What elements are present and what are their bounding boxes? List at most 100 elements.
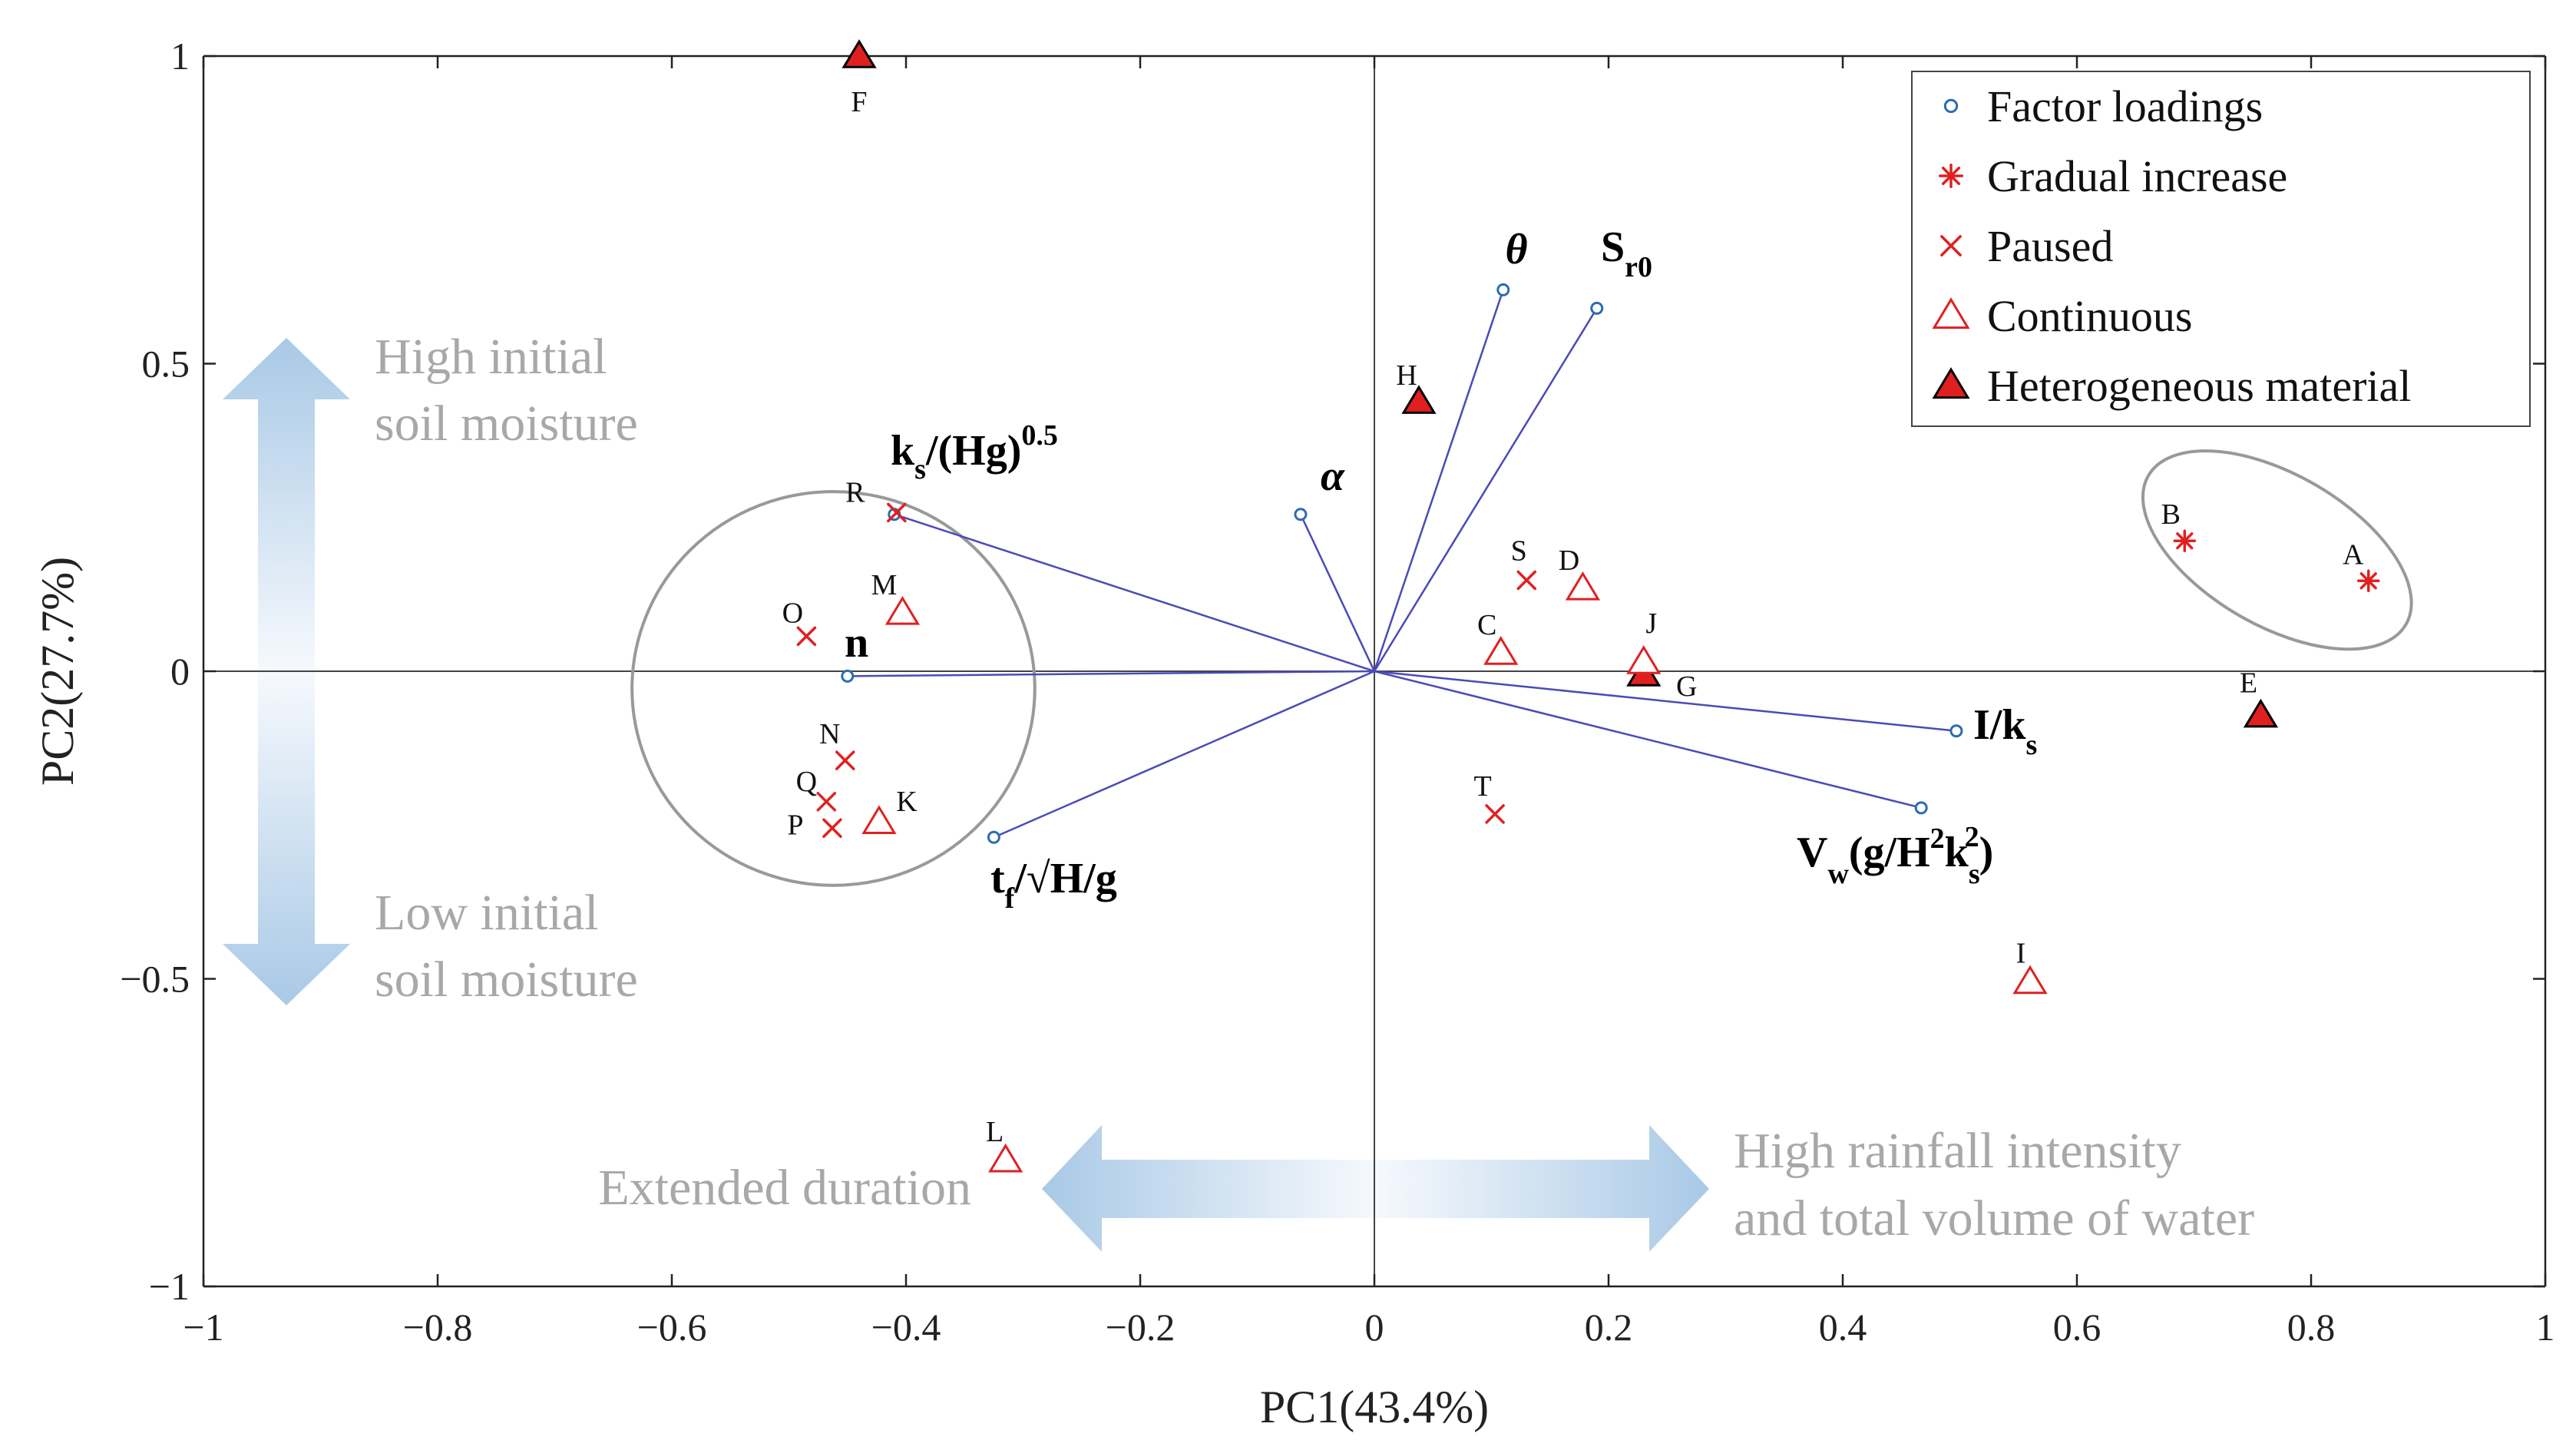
- legend: Factor loadings Gradual increase Paused Con…: [1911, 71, 2531, 427]
- loading-vector-: [1299, 514, 1376, 672]
- sample-label-e: E: [2240, 667, 2257, 700]
- legend-marker-gradual-increase-stroke: [1941, 166, 1961, 186]
- sample-label-l: L: [986, 1116, 1004, 1148]
- sample-label-k: K: [896, 786, 918, 818]
- sample-marker-b-stroke: [2176, 532, 2194, 550]
- sample-marker-c: [1483, 636, 1519, 665]
- legend-marker-paused-stroke: [1940, 235, 1962, 257]
- sample-label-r: R: [845, 476, 865, 508]
- loading-point-: [1294, 508, 1308, 521]
- sample-marker-l: [988, 1143, 1023, 1173]
- loading-point-vw-g-h2ks2: [1914, 801, 1928, 815]
- sample-points: A B C D E F G H I J K L M N O PQ R S T: [782, 39, 2380, 1173]
- y-tick-label: −1: [149, 1265, 190, 1308]
- x-tick-label: 0: [1365, 1306, 1384, 1349]
- duration-intensity-arrow: [1042, 1125, 1709, 1252]
- loading-point-n: [841, 669, 855, 683]
- sample-label-s: S: [1511, 535, 1527, 567]
- cluster-right-group: [2141, 449, 2413, 651]
- sample-label-t: T: [1473, 770, 1491, 803]
- label-vw-end: ): [1979, 829, 1994, 876]
- sample-label-p: P: [787, 809, 803, 841]
- label-iks-main: I/k: [1973, 701, 2026, 749]
- label-tf-main: t: [990, 855, 1005, 902]
- loading-vector-i-ks: [1374, 670, 1957, 732]
- label-tf: tf/√H/g: [990, 855, 1117, 915]
- y-tick-label: 0.5: [142, 343, 190, 386]
- y-axis-ticks: −1 −0.5 0 0.5 1: [120, 35, 2545, 1308]
- sample-marker-d: [1565, 571, 1601, 601]
- sample-marker-j: [1626, 645, 1662, 674]
- label-vw-sup2: 2: [1965, 821, 1979, 853]
- legend-label-factor-loadings: Factor loadings: [1987, 81, 2263, 131]
- cluster-left-group: [630, 490, 1037, 887]
- label-n: n: [845, 619, 868, 667]
- sample-marker-f: [842, 39, 877, 68]
- annot-extended-duration: Extended duration: [598, 1160, 971, 1216]
- x-tick-label: 0.2: [1585, 1306, 1633, 1349]
- sample-marker-q: [816, 792, 837, 812]
- label-ks-sub: s: [914, 453, 926, 485]
- sample-marker-m: [885, 595, 921, 625]
- sample-marker-q-stroke: [816, 792, 837, 812]
- label-vw-sub2: s: [1969, 858, 1980, 890]
- annot-high-moisture-line2: soil moisture: [375, 396, 638, 452]
- sample-label-d: D: [1559, 545, 1579, 577]
- label-sr0: Sr0: [1601, 223, 1652, 283]
- sample-marker-e: [2243, 698, 2279, 728]
- legend-label-heterogeneous-material: Heterogeneous material: [1987, 361, 2411, 411]
- x-tick-label: −0.6: [637, 1306, 707, 1349]
- x-tick-label: 1: [2536, 1306, 2555, 1349]
- sample-marker-p: [822, 818, 842, 839]
- label-ks-mid: /(Hg): [925, 427, 1021, 475]
- annot-low-moisture-line1: Low initial: [375, 885, 598, 941]
- x-tick-label: 0.8: [2287, 1306, 2336, 1349]
- factor-loadings: [841, 283, 1963, 844]
- legend-marker-heterogeneous-material: [1932, 367, 1970, 399]
- sample-marker-n: [835, 750, 855, 770]
- sample-marker-o-stroke: [796, 626, 817, 647]
- x-tick-label: 0.4: [1819, 1306, 1867, 1349]
- sample-label-h: H: [1396, 359, 1417, 392]
- sample-marker-h: [1401, 385, 1437, 414]
- loading-vector-n: [847, 670, 1375, 677]
- sample-label-i: I: [2016, 938, 2026, 970]
- label-vw-k: k: [1945, 829, 1969, 876]
- loading-point-: [1496, 283, 1510, 296]
- label-sr0-sub: r0: [1625, 251, 1652, 283]
- sample-marker-s-stroke: [1516, 570, 1536, 591]
- legend-label-continuous: Continuous: [1987, 291, 2193, 341]
- legend-marker-gradual-increase: [1938, 163, 1964, 189]
- sample-label-g: G: [1676, 670, 1697, 703]
- sample-marker-i: [2012, 965, 2048, 995]
- sample-label-a: A: [2343, 538, 2364, 571]
- loading-labels: θ Sr0 α ks/(Hg)0.5 n tf/√H/g I/ks Vw(g/H…: [845, 223, 2037, 915]
- x-tick-label: 0.6: [2053, 1306, 2101, 1349]
- label-ks-hg: ks/(Hg)0.5: [891, 419, 1058, 485]
- label-ks-sup: 0.5: [1021, 419, 1058, 452]
- loading-vector-tf-h-g: [993, 670, 1375, 839]
- x-axis-title: PC1(43.4%): [1260, 1382, 1489, 1432]
- sample-marker-a: [2356, 569, 2380, 593]
- legend-label-gradual-increase: Gradual increase: [1987, 151, 2287, 201]
- x-tick-label: −1: [183, 1306, 223, 1349]
- loading-point-tf-h-g: [987, 830, 1000, 844]
- legend-box: [1911, 71, 2531, 427]
- y-tick-label: 0: [170, 650, 190, 693]
- label-alpha: α: [1321, 452, 1345, 500]
- sample-marker-p-stroke: [822, 818, 842, 839]
- label-sr0-main: S: [1601, 223, 1625, 271]
- label-vw: Vw(g/H2ks2): [1797, 821, 1993, 890]
- annot-high-intensity-line1: High rainfall intensity: [1734, 1123, 2181, 1179]
- x-tick-label: −0.8: [403, 1306, 473, 1349]
- loading-vector-vw-g-h2ks2: [1374, 670, 1922, 809]
- loading-vector-sr0: [1373, 307, 1598, 672]
- label-vw-main: V: [1797, 829, 1827, 876]
- legend-label-paused: Paused: [1987, 221, 2113, 271]
- sample-marker-t: [1485, 804, 1505, 824]
- sample-label-c: C: [1477, 609, 1496, 641]
- sample-label-j: J: [1645, 607, 1657, 640]
- legend-marker-factor-loadings: [1943, 98, 1959, 114]
- sample-label-o: O: [782, 597, 803, 629]
- y-tick-label: 1: [170, 35, 190, 78]
